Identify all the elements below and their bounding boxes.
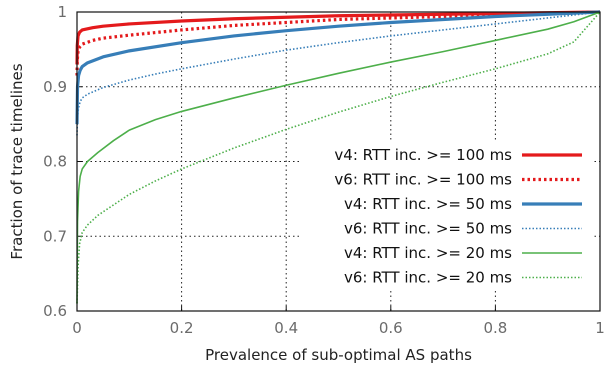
tick-labels: 0 0.2 0.4 0.6 0.8 1 0.6 0.7 0.8 0.9 1	[43, 3, 605, 337]
series-line-1	[75, 10, 601, 65]
y-axis-label: Fraction of trace timelines	[8, 63, 26, 259]
y-tick-label: 0.8	[43, 153, 67, 171]
legend: v4: RTT inc. >= 100 ms v6: RTT inc. >= 10…	[300, 140, 592, 291]
x-axis-label: Prevalence of sub-optimal AS paths	[205, 346, 472, 364]
x-tick-label: 0.8	[483, 319, 507, 337]
series-lines	[75, 10, 601, 304]
series-line-2	[75, 10, 601, 76]
y-tick-label: 0.6	[43, 302, 67, 320]
legend-label: v6: RTT inc. >= 20 ms	[344, 269, 512, 287]
x-tick-label: 0.2	[170, 319, 194, 337]
series-line-6	[76, 11, 601, 304]
legend-label: v6: RTT inc. >= 100 ms	[334, 171, 512, 189]
y-tick-label: 1	[57, 3, 67, 21]
x-tick-label: 0.6	[379, 319, 403, 337]
y-tick-label: 0.7	[43, 227, 67, 245]
x-tick-label: 1	[595, 319, 605, 337]
x-tick-label: 0.4	[274, 319, 298, 337]
series-line-4	[76, 11, 601, 136]
series-line-5	[76, 11, 601, 304]
series-line-3	[75, 10, 601, 125]
legend-background	[300, 140, 592, 291]
plot-frame	[76, 11, 601, 312]
legend-label: v4: RTT inc. >= 100 ms	[334, 146, 512, 164]
legend-label: v4: RTT inc. >= 20 ms	[344, 244, 512, 262]
legend-label: v4: RTT inc. >= 50 ms	[344, 195, 512, 213]
legend-label: v6: RTT inc. >= 50 ms	[344, 220, 512, 238]
x-tick-label: 0	[72, 319, 82, 337]
y-tick-label: 0.9	[43, 78, 67, 96]
